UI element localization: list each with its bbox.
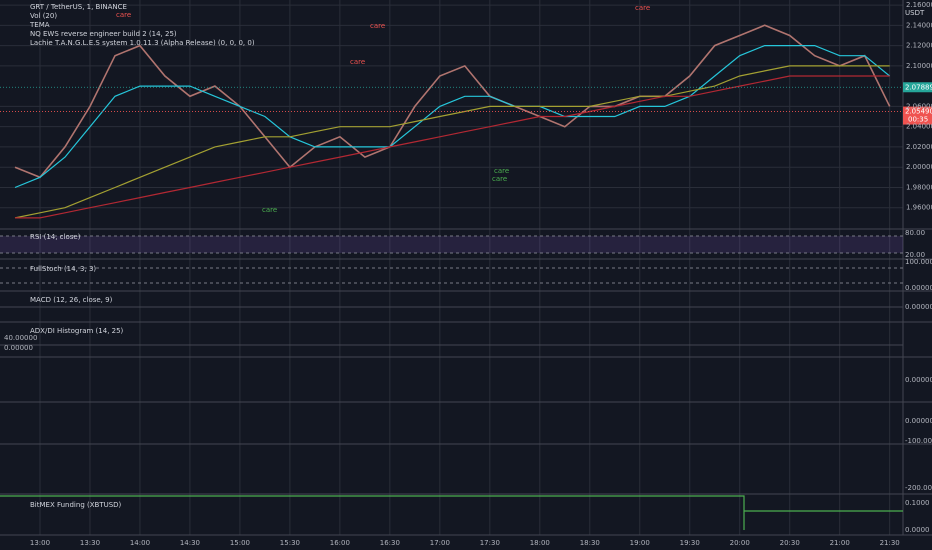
x-tick-label: 16:00 — [330, 539, 350, 547]
y-tick-label: 2.04000 — [906, 123, 932, 131]
pane-label: 80.00 — [905, 229, 925, 237]
pane-title: ADX/DI Histogram (14, 25) — [30, 327, 124, 335]
pane-separators — [0, 0, 932, 536]
x-tick-label: 18:00 — [530, 539, 550, 547]
x-tick-label: 20:30 — [780, 539, 800, 547]
symbol-title: GRT / TetherUS, 1, BINANCE — [30, 3, 127, 11]
pane-label: 40.00000 — [4, 334, 37, 342]
pane-label: -200.00000 — [905, 484, 932, 492]
annotation: care — [492, 175, 507, 183]
x-tick-label: 15:30 — [280, 539, 300, 547]
pane-label: 0.0000 — [905, 526, 930, 534]
pane-title: BitMEX Funding (XBTUSD) — [30, 501, 122, 509]
y-tick-label: 2.06000 — [906, 102, 932, 110]
price-tag-label: 2.07889 — [905, 83, 932, 91]
x-tick-label: 21:00 — [830, 539, 850, 547]
annotation: care — [116, 11, 131, 19]
pane-label: 0.00000 — [905, 303, 932, 311]
y-tick-label: 1.96000 — [906, 204, 932, 212]
x-tick-label: 19:00 — [630, 539, 650, 547]
indicator-label: Vol (20) — [30, 12, 57, 20]
series-line — [14, 24, 891, 179]
funding-line — [0, 495, 903, 530]
pane-title: MACD (12, 26, close, 9) — [30, 296, 113, 304]
indicator-label: Lachie T.A.N.G.L.E.S system 1.0.11.3 (Al… — [30, 39, 255, 47]
y-tick-label: 2.14000 — [906, 21, 932, 29]
countdown-label: 00:35 — [908, 116, 928, 124]
annotation: care — [494, 167, 509, 175]
pane-title: FullStoch (14, 3, 3) — [30, 265, 96, 273]
price-tag — [903, 106, 932, 125]
series-line — [15, 75, 890, 219]
annotation: care — [635, 4, 650, 12]
annotation: care — [262, 206, 277, 214]
pane-label: -100.00000 — [905, 437, 932, 445]
pane-label: 0.00000 — [905, 284, 932, 292]
y-tick-label: 2.12000 — [906, 42, 932, 50]
y-tick-label: 2.00000 — [906, 163, 932, 171]
x-tick-label: 18:30 — [580, 539, 600, 547]
price-tag-label: 2.05490 — [905, 108, 932, 116]
y-tick-label: 1.98000 — [906, 183, 932, 191]
indicator-label: TEMA — [29, 21, 50, 29]
series-line — [14, 65, 890, 219]
pane-label: 0.00000 — [905, 417, 932, 425]
x-tick-label: 20:00 — [730, 539, 750, 547]
indicator-label: NQ EWS reverse engineer build 2 (14, 25) — [30, 30, 177, 38]
currency-label: USDT — [905, 9, 925, 17]
pane-title: RSI (14, close) — [30, 233, 81, 241]
pane-label: 0.00000 — [4, 344, 33, 352]
x-tick-label: 14:30 — [180, 539, 200, 547]
pane-label: 0.00000 — [905, 376, 932, 384]
x-tick-label: 13:30 — [80, 539, 100, 547]
y-tick-label: 2.16000 — [906, 1, 932, 9]
pane-label: 100.0000 — [905, 258, 932, 266]
pane-label: 0.1000 — [905, 499, 930, 507]
x-tick-label: 13:00 — [30, 539, 50, 547]
x-tick-label: 14:00 — [130, 539, 150, 547]
x-tick-label: 19:30 — [680, 539, 700, 547]
x-tick-label: 21:30 — [880, 539, 900, 547]
x-tick-label: 15:00 — [230, 539, 250, 547]
price-tag — [903, 82, 932, 93]
annotation: care — [370, 22, 385, 30]
x-tick-label: 16:30 — [380, 539, 400, 547]
pane-label: 20.00 — [905, 251, 925, 259]
series-line — [14, 45, 891, 189]
rsi-band — [0, 236, 903, 253]
annotation: care — [350, 58, 365, 66]
x-tick-label: 17:30 — [480, 539, 500, 547]
x-tick-label: 17:00 — [430, 539, 450, 547]
y-tick-label: 2.02000 — [906, 143, 932, 151]
